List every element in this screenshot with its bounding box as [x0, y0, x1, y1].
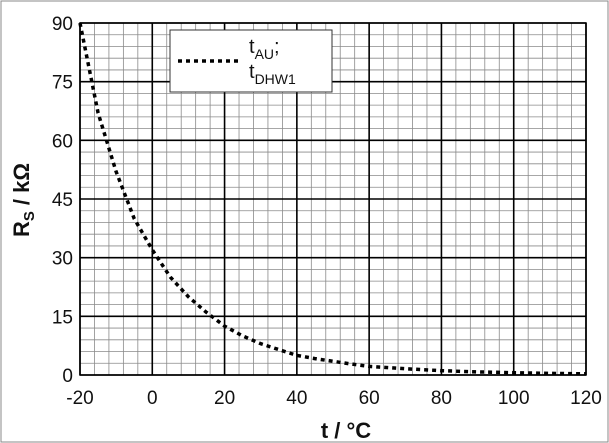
y-tick-label: 60 [52, 131, 73, 152]
legend: tAU; tDHW1 [169, 29, 333, 93]
legend-entry-2: tDHW1 [249, 61, 296, 87]
plot-border [79, 22, 587, 376]
y-tick-label: 0 [62, 366, 73, 387]
x-tick-label: 0 [147, 388, 158, 409]
y-tick-label: 15 [52, 307, 73, 328]
x-tick-label: 20 [214, 388, 235, 409]
y-axis-title: RS/ kΩ [9, 163, 38, 237]
x-tick-label: 60 [359, 388, 380, 409]
y-tick-label: 90 [52, 14, 73, 35]
series-line [78, 22, 587, 376]
y-tick-label: 30 [52, 249, 73, 270]
x-tick-label: 120 [570, 388, 602, 409]
y-tick-label: 75 [52, 73, 73, 94]
series-layer [78, 22, 587, 376]
x-tick-label: 100 [498, 388, 530, 409]
y-tick-labels: 0 15 30 45 60 75 90 [52, 14, 73, 387]
x-axis-title: t / °C [321, 418, 371, 443]
x-tick-label: -20 [66, 388, 93, 409]
legend-entry-1: tAU; [249, 36, 280, 62]
x-tick-labels: -20 0 20 40 60 80 100 120 [66, 388, 602, 409]
y-tick-label: 45 [52, 190, 73, 211]
x-tick-label: 80 [431, 388, 452, 409]
x-tick-label: 40 [286, 388, 307, 409]
